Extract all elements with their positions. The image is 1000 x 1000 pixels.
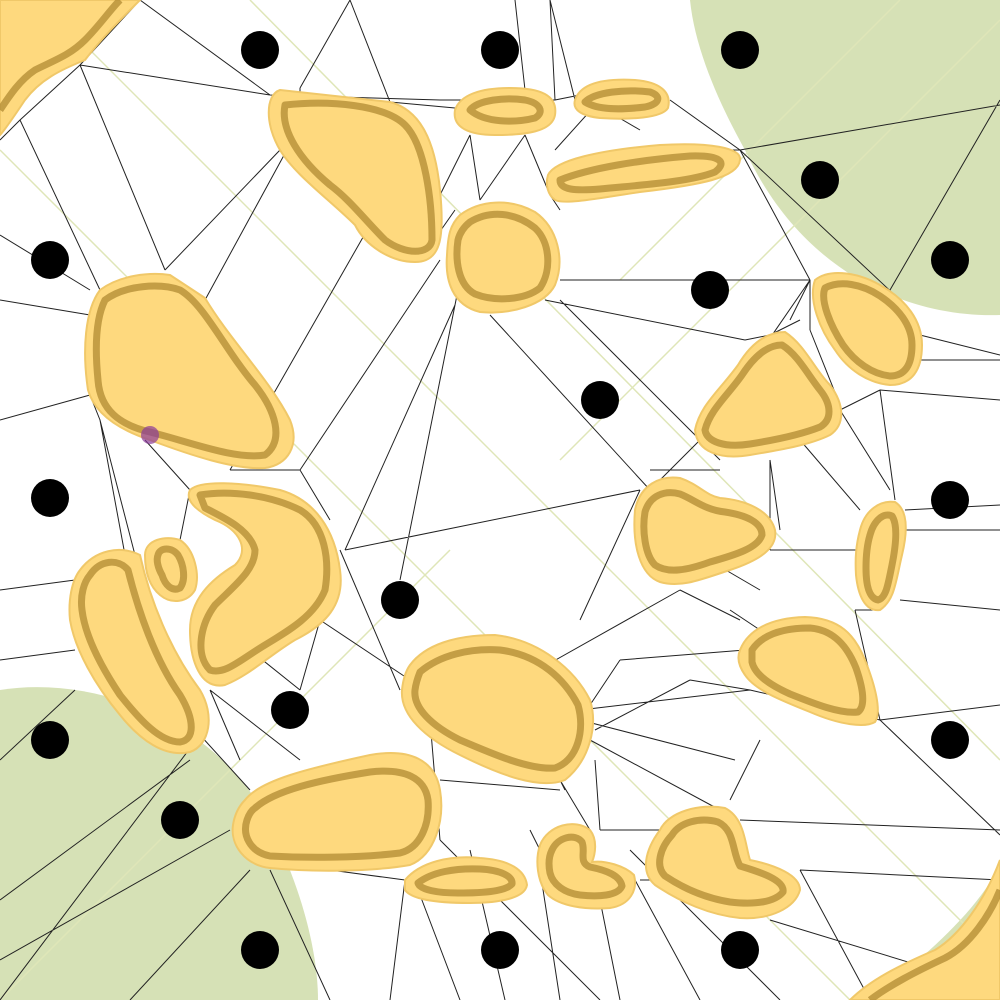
site-dot xyxy=(271,691,309,729)
obstacle-bottom-right-corner xyxy=(848,859,1000,1000)
site-dot xyxy=(721,31,759,69)
zone-top-right xyxy=(690,0,1000,316)
obstacle-14 xyxy=(644,805,802,920)
site-dot xyxy=(931,721,969,759)
site-dot xyxy=(481,31,519,69)
site-dot xyxy=(931,241,969,279)
obstacle-13 xyxy=(536,823,636,910)
obstacle-1 xyxy=(267,88,443,264)
obstacle-top-left-corner xyxy=(0,0,142,137)
site-dot xyxy=(721,931,759,969)
site-dot xyxy=(801,161,839,199)
obstacle-15 xyxy=(737,615,879,726)
obstacle-16 xyxy=(633,476,777,586)
site-dot xyxy=(381,581,419,619)
obstacle-7 xyxy=(187,482,342,687)
obstacle-11 xyxy=(231,752,443,872)
obstacle-12 xyxy=(404,856,529,905)
marker-layer xyxy=(141,426,159,444)
site-dot xyxy=(481,931,519,969)
obstacle-18 xyxy=(811,272,924,387)
obstacle-3 xyxy=(573,78,670,120)
obstacle-17 xyxy=(693,330,843,458)
site-layer xyxy=(31,31,969,969)
zone-bottom-left xyxy=(0,687,318,1000)
agent-marker[interactable] xyxy=(141,426,159,444)
obstacle-19 xyxy=(854,500,907,612)
obstacle-2 xyxy=(453,86,557,137)
site-dot xyxy=(581,381,619,419)
site-dot xyxy=(691,271,729,309)
site-dot xyxy=(31,721,69,759)
site-dot xyxy=(31,479,69,517)
obstacle-5 xyxy=(445,201,561,314)
obstacle-8 xyxy=(143,537,198,602)
obstacle-9 xyxy=(68,549,210,755)
obstacle-10 xyxy=(400,633,594,785)
site-dot xyxy=(241,31,279,69)
site-dot xyxy=(931,481,969,519)
site-dot xyxy=(241,931,279,969)
obstacle-6 xyxy=(84,272,295,470)
site-dot xyxy=(161,801,199,839)
site-dot xyxy=(31,241,69,279)
obstacle-4 xyxy=(545,143,741,203)
